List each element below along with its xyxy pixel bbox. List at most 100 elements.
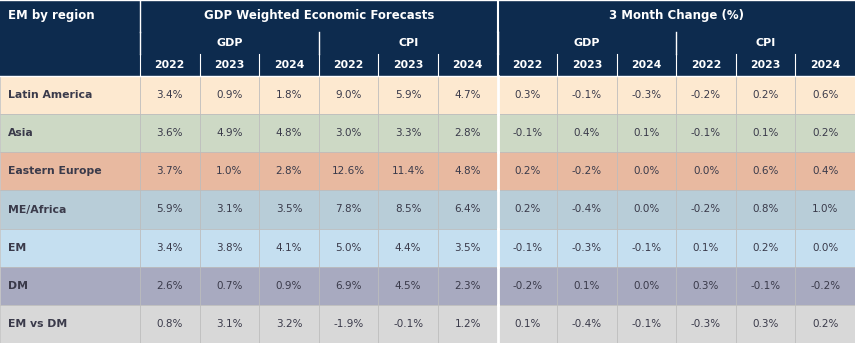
Bar xyxy=(498,0,855,32)
Text: -0.2%: -0.2% xyxy=(691,90,721,100)
Text: -0.1%: -0.1% xyxy=(691,128,721,138)
Bar xyxy=(319,267,378,305)
Bar xyxy=(438,305,498,343)
Bar xyxy=(199,267,259,305)
Bar xyxy=(736,76,795,114)
Bar xyxy=(676,305,736,343)
Text: Eastern Europe: Eastern Europe xyxy=(8,166,102,176)
Bar xyxy=(498,152,557,190)
Text: 2.6%: 2.6% xyxy=(156,281,183,291)
Text: 2022: 2022 xyxy=(691,60,722,70)
Text: 7.8%: 7.8% xyxy=(335,204,362,214)
Bar xyxy=(378,152,438,190)
Text: 0.2%: 0.2% xyxy=(812,319,839,329)
Text: 0.3%: 0.3% xyxy=(752,319,779,329)
Text: Asia: Asia xyxy=(8,128,33,138)
Text: 0.3%: 0.3% xyxy=(693,281,719,291)
Bar xyxy=(438,190,498,228)
Text: 12.6%: 12.6% xyxy=(332,166,365,176)
Text: 6.4%: 6.4% xyxy=(455,204,481,214)
Text: EM by region: EM by region xyxy=(8,10,95,23)
Text: 4.8%: 4.8% xyxy=(455,166,481,176)
Bar xyxy=(259,267,319,305)
Bar xyxy=(498,228,557,267)
Bar xyxy=(140,305,199,343)
Bar xyxy=(0,190,140,228)
Text: 2022: 2022 xyxy=(512,60,542,70)
Text: 1.0%: 1.0% xyxy=(812,204,839,214)
Bar xyxy=(557,114,616,152)
Text: 0.1%: 0.1% xyxy=(514,319,540,329)
Text: GDP: GDP xyxy=(216,38,243,48)
Text: 2022: 2022 xyxy=(333,60,363,70)
Text: 0.1%: 0.1% xyxy=(693,243,719,253)
Bar xyxy=(0,305,140,343)
Bar xyxy=(498,114,557,152)
Bar xyxy=(0,152,140,190)
Bar xyxy=(378,228,438,267)
Text: 4.8%: 4.8% xyxy=(275,128,302,138)
Text: EM: EM xyxy=(8,243,27,253)
Bar xyxy=(736,54,795,76)
Bar xyxy=(736,152,795,190)
Bar xyxy=(199,190,259,228)
Text: 3.4%: 3.4% xyxy=(156,90,183,100)
Text: 0.4%: 0.4% xyxy=(574,128,600,138)
Bar xyxy=(199,76,259,114)
Text: 3.6%: 3.6% xyxy=(156,128,183,138)
Text: 3.4%: 3.4% xyxy=(156,243,183,253)
Bar xyxy=(676,152,736,190)
Bar xyxy=(616,54,676,76)
Text: -0.2%: -0.2% xyxy=(811,281,840,291)
Text: DM: DM xyxy=(8,281,28,291)
Bar xyxy=(259,228,319,267)
Text: -0.1%: -0.1% xyxy=(572,90,602,100)
Text: -0.3%: -0.3% xyxy=(691,319,721,329)
Bar xyxy=(438,267,498,305)
Text: 3.5%: 3.5% xyxy=(275,204,302,214)
Bar xyxy=(736,305,795,343)
Text: 0.2%: 0.2% xyxy=(812,128,839,138)
Text: 2024: 2024 xyxy=(631,60,662,70)
Bar xyxy=(676,267,736,305)
Text: -0.2%: -0.2% xyxy=(572,166,602,176)
Bar xyxy=(736,190,795,228)
Text: 0.9%: 0.9% xyxy=(276,281,302,291)
Text: -0.3%: -0.3% xyxy=(572,243,602,253)
Bar xyxy=(557,228,616,267)
Text: 6.9%: 6.9% xyxy=(335,281,362,291)
Bar xyxy=(557,76,616,114)
Text: 0.4%: 0.4% xyxy=(812,166,839,176)
Bar xyxy=(378,54,438,76)
Text: 0.7%: 0.7% xyxy=(216,281,243,291)
Text: 2024: 2024 xyxy=(452,60,483,70)
Text: CPI: CPI xyxy=(398,38,418,48)
Text: -0.2%: -0.2% xyxy=(512,281,542,291)
Text: -0.1%: -0.1% xyxy=(512,243,542,253)
Text: 0.2%: 0.2% xyxy=(514,166,540,176)
Bar xyxy=(736,228,795,267)
Text: 4.1%: 4.1% xyxy=(275,243,302,253)
Bar xyxy=(676,54,736,76)
Bar xyxy=(378,190,438,228)
Text: 2.8%: 2.8% xyxy=(275,166,302,176)
Bar xyxy=(795,190,855,228)
Text: 11.4%: 11.4% xyxy=(392,166,425,176)
Text: 0.9%: 0.9% xyxy=(216,90,243,100)
Bar xyxy=(259,76,319,114)
Text: 3 Month Change (%): 3 Month Change (%) xyxy=(609,10,744,23)
Text: 3.1%: 3.1% xyxy=(216,204,243,214)
Bar xyxy=(557,305,616,343)
Bar xyxy=(438,228,498,267)
Bar xyxy=(319,76,378,114)
Bar xyxy=(199,152,259,190)
Bar xyxy=(795,267,855,305)
Text: -0.3%: -0.3% xyxy=(631,90,662,100)
Bar xyxy=(616,152,676,190)
Text: 0.8%: 0.8% xyxy=(752,204,779,214)
Bar xyxy=(319,190,378,228)
Bar xyxy=(438,54,498,76)
Bar xyxy=(259,54,319,76)
Text: 2023: 2023 xyxy=(215,60,245,70)
Bar xyxy=(0,32,140,54)
